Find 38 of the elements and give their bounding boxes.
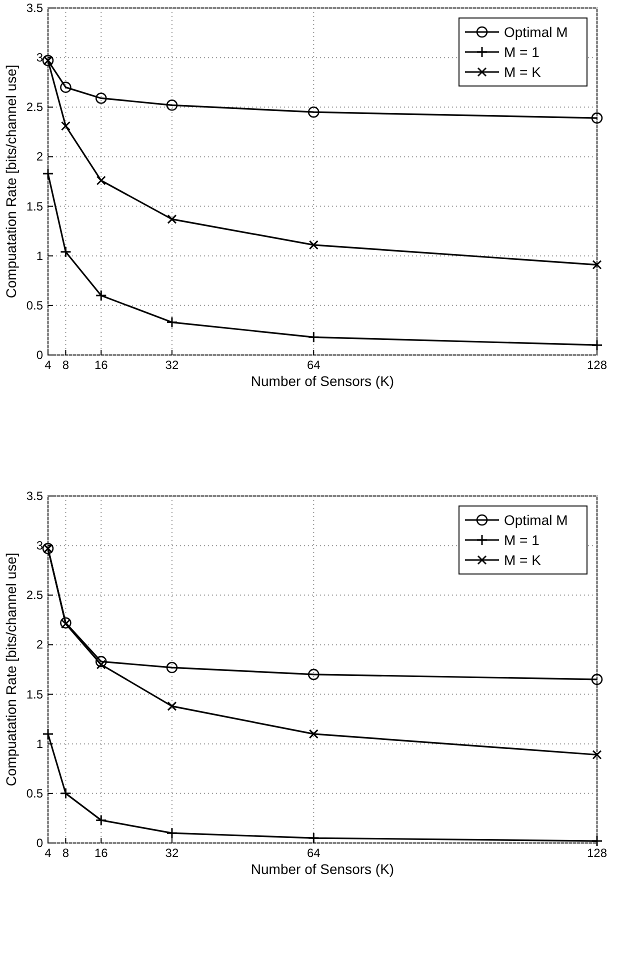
x-tick-label: 16 <box>94 358 108 372</box>
x-tick-label: 32 <box>165 358 179 372</box>
y-axis-title: Compuatation Rate [bits/channel use] <box>3 64 19 298</box>
legend-label: Optimal M <box>504 24 568 40</box>
x-tick-label: 8 <box>62 846 70 860</box>
y-tick-label: 0 <box>36 836 44 850</box>
x-axis-title: Number of Sensors (K) <box>250 373 394 389</box>
y-tick-label: 2 <box>36 150 44 164</box>
y-tick-label: 2 <box>36 638 44 652</box>
y-tick-label: 3 <box>36 538 44 553</box>
x-tick-label: 4 <box>44 358 52 372</box>
x-tick-label: 128 <box>586 846 608 860</box>
y-tick-label: 1 <box>36 736 44 751</box>
x-tick-label: 64 <box>306 358 321 372</box>
x-tick-label: 64 <box>306 846 321 860</box>
y-tick-label: 1.5 <box>26 199 44 214</box>
y-tick-label: 1.5 <box>26 687 44 702</box>
y-tick-label: 1 <box>36 248 44 263</box>
legend-label: Optimal M <box>504 512 568 528</box>
y-tick-label: 0.5 <box>26 786 44 800</box>
legend-label: M = K <box>504 64 542 80</box>
x-axis-title: Number of Sensors (K) <box>250 861 394 877</box>
y-tick-label: 3 <box>36 50 44 65</box>
x-tick-label: 32 <box>165 846 179 860</box>
y-tick-label: 0.5 <box>26 298 44 312</box>
legend-label: M = K <box>504 552 542 568</box>
legend-label: M = 1 <box>504 532 540 548</box>
x-tick-label: 4 <box>44 846 52 860</box>
y-tick-label: 0 <box>36 348 44 362</box>
y-tick-label: 3.5 <box>26 489 44 503</box>
legend-label: M = 1 <box>504 44 540 60</box>
y-tick-label: 2.5 <box>26 588 44 602</box>
y-axis-title: Compuatation Rate [bits/channel use] <box>3 552 19 786</box>
y-tick-label: 2.5 <box>26 100 44 114</box>
x-tick-label: 8 <box>62 358 70 372</box>
x-tick-label: 128 <box>586 358 608 372</box>
y-tick-label: 3.5 <box>26 1 44 15</box>
x-tick-label: 16 <box>94 846 108 860</box>
